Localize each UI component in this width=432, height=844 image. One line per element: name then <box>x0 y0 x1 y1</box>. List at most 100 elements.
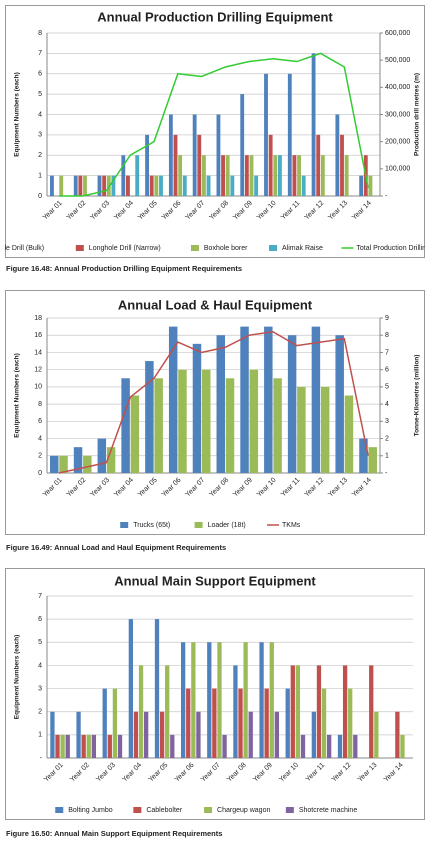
bar <box>238 688 243 758</box>
bar <box>112 688 118 758</box>
bar <box>320 386 330 473</box>
bar <box>76 711 81 758</box>
bar <box>243 642 248 758</box>
legend-swatch <box>204 807 213 813</box>
bar <box>340 134 344 196</box>
legend-swatch <box>133 807 142 813</box>
y2-axis-title: Production drill metres (m) <box>414 73 421 156</box>
legend-label: Total Production Drilling <box>356 245 425 252</box>
legend-swatch <box>285 807 294 813</box>
bar <box>202 369 211 473</box>
y2-tick-label: 400,000 <box>385 84 410 91</box>
bar <box>221 155 225 196</box>
y2-tick-label: 3 <box>385 418 389 425</box>
bar <box>287 335 297 473</box>
legend-label: Longhole Drill (Bulk) <box>5 245 44 252</box>
y2-tick-label: - <box>385 470 388 477</box>
caption: Figure 16.50: Annual Main Support Equipm… <box>6 829 223 838</box>
y-tick-label: 14 <box>34 349 42 356</box>
y-tick-label: 2 <box>38 709 42 716</box>
bar <box>337 734 343 758</box>
bar <box>233 665 238 758</box>
chart-border <box>5 290 425 535</box>
legend-label: Shotcrete machine <box>299 807 357 814</box>
bar <box>138 665 144 758</box>
legend-label: Chargeup wagon <box>217 807 270 814</box>
bar <box>240 326 249 473</box>
line <box>58 330 369 474</box>
y-tick-label: 3 <box>38 132 42 139</box>
y-tick-label: - <box>40 755 43 762</box>
bar <box>191 642 196 758</box>
bar <box>342 665 348 758</box>
legend-label: TKMs <box>282 522 301 529</box>
bar <box>212 688 217 758</box>
y-tick-label: 5 <box>38 91 42 98</box>
legend-swatch <box>55 807 64 813</box>
y2-tick-label: 2 <box>385 435 389 442</box>
y-tick-label: 1 <box>38 732 42 739</box>
bar <box>130 395 140 473</box>
bar <box>222 734 227 758</box>
bar <box>206 175 211 196</box>
legend-swatch <box>120 522 129 528</box>
chart-border <box>5 5 425 258</box>
bar <box>311 326 321 473</box>
y-tick-label: 6 <box>38 418 42 425</box>
bar <box>268 134 273 196</box>
y2-tick-label: 9 <box>385 315 389 322</box>
y-tick-label: 2 <box>38 152 42 159</box>
y2-tick-label: 4 <box>385 401 389 408</box>
bar <box>217 642 222 758</box>
line <box>58 52 369 197</box>
bar <box>254 175 259 196</box>
bar <box>244 155 249 196</box>
bar <box>60 734 65 758</box>
bar <box>73 447 83 473</box>
bar <box>154 175 159 196</box>
bar <box>65 734 70 758</box>
y2-tick-label: 100,000 <box>385 166 410 173</box>
bar <box>121 155 126 196</box>
bar <box>121 378 130 473</box>
bar <box>107 734 112 758</box>
bar <box>335 335 344 473</box>
bar <box>295 665 301 758</box>
bar <box>50 175 54 196</box>
bar <box>170 734 175 758</box>
bar <box>374 711 379 758</box>
bar <box>301 175 306 196</box>
chart-title: Annual Load & Haul Equipment <box>118 297 313 312</box>
y2-tick-label: 5 <box>385 384 389 391</box>
bar <box>145 361 154 473</box>
bar <box>264 688 269 758</box>
bar <box>300 734 306 758</box>
bar <box>59 175 64 196</box>
bar <box>359 175 364 196</box>
y-tick-label: 8 <box>38 30 42 37</box>
y-tick-label: 4 <box>38 435 42 442</box>
bar <box>316 134 321 196</box>
bar <box>225 378 235 473</box>
bar <box>168 326 178 473</box>
bar <box>326 734 332 758</box>
bar <box>348 688 353 758</box>
caption: Figure 16.48: Annual Production Drilling… <box>6 264 242 273</box>
bar <box>359 438 368 473</box>
y-tick-label: 3 <box>38 685 42 692</box>
legend-swatch <box>269 245 277 251</box>
chart: Annual Production Drilling Equipment 0 1 2… <box>5 5 425 258</box>
legend-label: Trucks (65t) <box>133 522 170 529</box>
y-axis-title: Equipment Numbers (each) <box>14 72 21 157</box>
bar <box>216 114 221 196</box>
y-tick-label: 5 <box>38 639 42 646</box>
caption: Figure 16.49: Annual Load and Haul Equip… <box>6 543 227 552</box>
legend-label: Longhole Drill (Narrow) <box>89 245 161 252</box>
bar <box>192 343 202 473</box>
bar <box>128 619 134 758</box>
y-tick-label: 1 <box>38 172 42 179</box>
bar <box>225 155 230 196</box>
bar <box>202 155 206 196</box>
y2-tick-label: 600,000 <box>385 30 410 37</box>
bar <box>178 155 183 196</box>
